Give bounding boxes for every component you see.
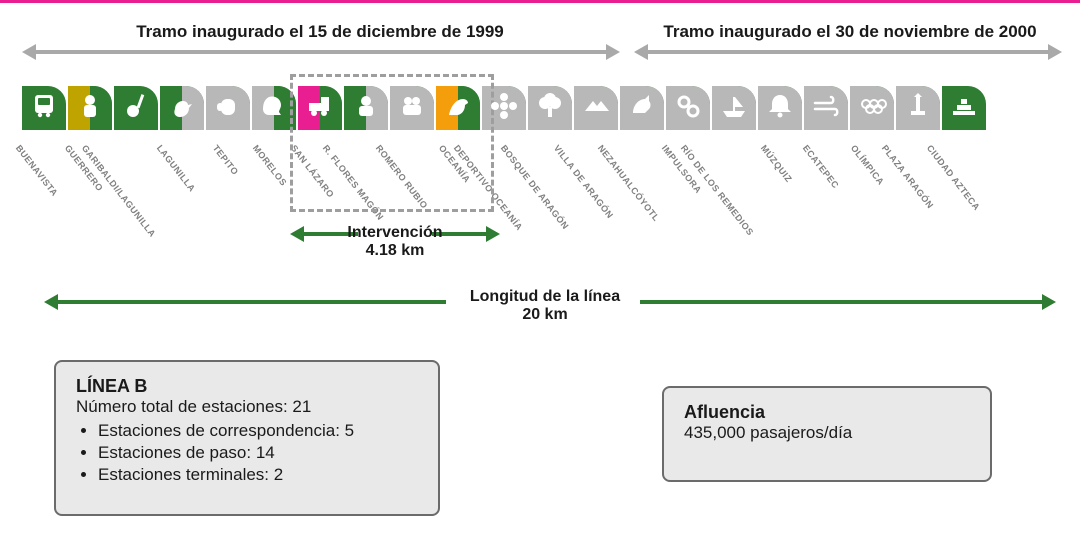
station-tile xyxy=(528,86,572,130)
station-name: RÍO DE LOS REMEDIOS xyxy=(679,143,756,237)
intervention-label: Intervención 4.18 km xyxy=(320,224,470,260)
station-tile xyxy=(22,86,66,130)
station-name: GARIBALDI/LAGUNILLA xyxy=(80,143,158,239)
station-tile xyxy=(206,86,250,130)
station: LAGUNILLA xyxy=(160,86,204,142)
linea-b-bullet: Estaciones de paso: 14 xyxy=(98,443,418,463)
bust-icon xyxy=(351,91,381,126)
station: BUENAVISTA xyxy=(22,86,66,142)
station-name: ECATEPEC xyxy=(801,143,841,190)
station: RÍO DE LOS REMEDIOS xyxy=(712,86,756,142)
station-tile xyxy=(896,86,940,130)
rings-icon xyxy=(857,91,887,126)
station-name: LAGUNILLA xyxy=(154,143,197,194)
station-name: MÚZQUIZ xyxy=(758,143,793,184)
station-tile xyxy=(666,86,710,130)
station-tile xyxy=(804,86,848,130)
linea-b-bullets: Estaciones de correspondencia: 5Estacion… xyxy=(98,421,418,485)
length-label-line2: 20 km xyxy=(450,306,640,324)
info-box-linea-b: LÍNEA B Número total de estaciones: 21 E… xyxy=(54,360,440,516)
guitar-icon xyxy=(121,91,151,126)
station-tile xyxy=(114,86,158,130)
info-box-afluencia: Afluencia 435,000 pasajeros/día xyxy=(662,386,992,482)
length-arrow-right xyxy=(640,300,1042,304)
linea-b-title: LÍNEA B xyxy=(76,376,418,397)
soldier-icon xyxy=(75,91,105,126)
station: BOSQUE DE ARAGÓN xyxy=(528,86,572,142)
station-name: BUENAVISTA xyxy=(14,143,60,198)
length-label-line1: Longitud de la línea xyxy=(450,288,640,306)
station-strip: BUENAVISTAGUERREROGARIBALDI/LAGUNILLALAG… xyxy=(22,86,986,142)
station: PLAZA ARAGÓN xyxy=(896,86,940,142)
train-icon xyxy=(29,91,59,126)
pyramid-icon xyxy=(949,91,979,126)
head-icon xyxy=(259,91,289,126)
wind-icon xyxy=(811,91,841,126)
station: GARIBALDI/LAGUNILLA xyxy=(114,86,158,142)
station-tile xyxy=(712,86,756,130)
top-rule xyxy=(0,0,1080,3)
roofs-icon xyxy=(581,91,611,126)
tree-icon xyxy=(535,91,565,126)
station-tile xyxy=(68,86,112,130)
station: IMPULSORA xyxy=(666,86,710,142)
tramo2-arrow xyxy=(648,50,1048,54)
station-name: TEPITO xyxy=(211,143,241,177)
monument-icon xyxy=(903,91,933,126)
flower-icon xyxy=(489,91,519,126)
station: GUERRERO xyxy=(68,86,112,142)
bell-icon xyxy=(765,91,795,126)
length-arrow-left xyxy=(58,300,446,304)
station: OLÍMPICA xyxy=(850,86,894,142)
tramo1-arrow xyxy=(36,50,606,54)
station: TEPITO xyxy=(206,86,250,142)
station: CIUDAD AZTECA xyxy=(942,86,986,142)
station-tile xyxy=(482,86,526,130)
gears-icon xyxy=(673,91,703,126)
linea-b-bullet: Estaciones de correspondencia: 5 xyxy=(98,421,418,441)
station-tile xyxy=(942,86,986,130)
locomotive-icon xyxy=(305,91,335,126)
tramo1-label: Tramo inaugurado el 15 de diciembre de 1… xyxy=(100,22,540,42)
glove-icon xyxy=(213,91,243,126)
station-tile xyxy=(758,86,802,130)
intervention-label-line1: Intervención xyxy=(320,224,470,242)
afluencia-value: 435,000 pasajeros/día xyxy=(684,423,970,443)
station-tile xyxy=(620,86,664,130)
station-tile xyxy=(160,86,204,130)
duck-icon xyxy=(167,91,197,126)
intervention-label-line2: 4.18 km xyxy=(320,242,470,260)
afluencia-title: Afluencia xyxy=(684,402,970,423)
station: ECATEPEC xyxy=(804,86,848,142)
coyote-icon xyxy=(627,91,657,126)
station-name: MORELOS xyxy=(250,143,288,188)
linea-b-total: Número total de estaciones: 21 xyxy=(76,397,418,417)
boat-icon xyxy=(719,91,749,126)
station: NEZAHUALCÓYOTL xyxy=(620,86,664,142)
station: MÚZQUIZ xyxy=(758,86,802,142)
station: VILLA DE ARAGÓN xyxy=(574,86,618,142)
station-tile xyxy=(574,86,618,130)
busts-icon xyxy=(397,91,427,126)
tramo2-label: Tramo inaugurado el 30 de noviembre de 2… xyxy=(650,22,1050,42)
kangaroo-icon xyxy=(443,91,473,126)
linea-b-bullet: Estaciones terminales: 2 xyxy=(98,465,418,485)
station-tile xyxy=(850,86,894,130)
length-label: Longitud de la línea 20 km xyxy=(450,288,640,324)
